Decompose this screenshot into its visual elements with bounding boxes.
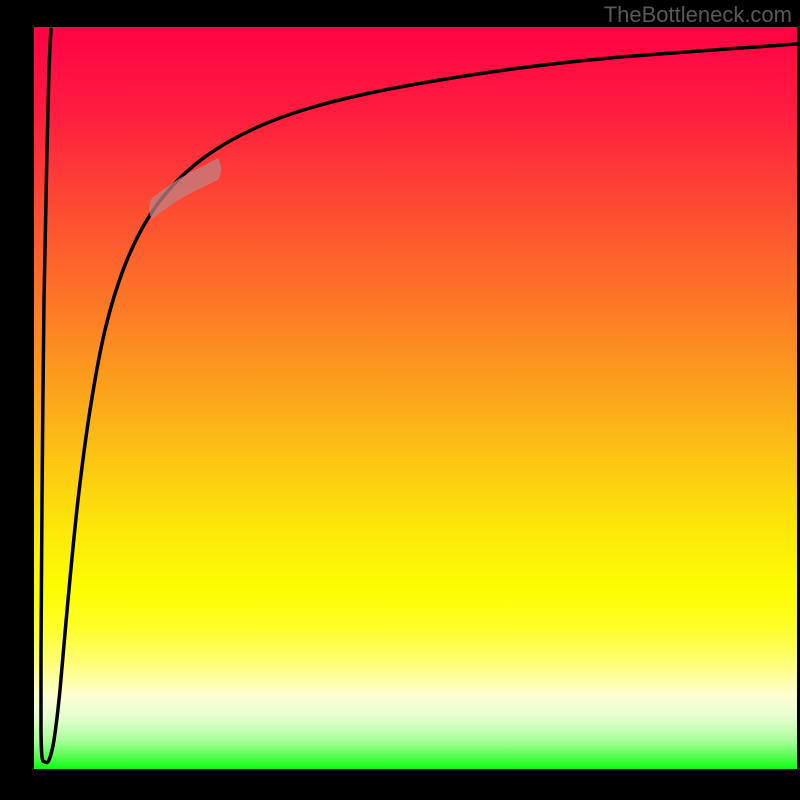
chart-background [34,27,797,769]
attribution-label: TheBottleneck.com [604,2,792,28]
bottleneck-chart [0,0,800,800]
chart-container: TheBottleneck.com [0,0,800,800]
